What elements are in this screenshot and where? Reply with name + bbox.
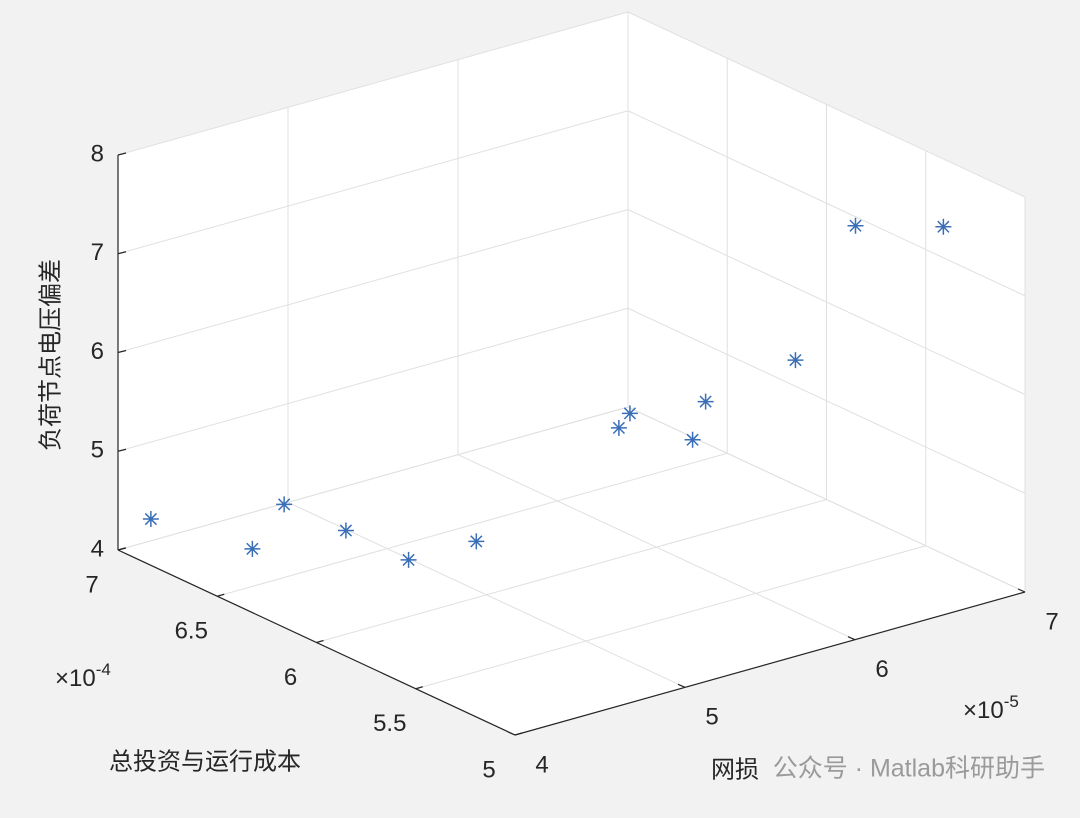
data-point <box>684 431 701 448</box>
y-tick-label: 5 <box>705 704 718 731</box>
x-tick <box>217 593 225 597</box>
x-tick-label: 5 <box>482 756 495 783</box>
exponent-base: ×10 <box>55 665 96 692</box>
z-tick-label: 6 <box>91 338 104 365</box>
y-tick-label: 7 <box>1045 608 1058 635</box>
exponent-power: -4 <box>96 660 111 679</box>
data-point <box>935 218 952 235</box>
data-point <box>337 522 354 539</box>
y-tick <box>677 683 686 688</box>
data-point <box>847 217 864 234</box>
axis-exponent: ×10-5 <box>963 692 1019 724</box>
axis-exponent: ×10-4 <box>55 660 111 692</box>
y-tick <box>507 731 516 736</box>
x-tick-label: 6.5 <box>175 618 208 645</box>
watermark: 公众号 · Matlab科研助手 <box>773 755 1045 783</box>
data-point <box>400 551 417 568</box>
x-tick-label: 6 <box>284 664 297 691</box>
z-axis-label: 负荷节点电压偏差 <box>37 259 64 451</box>
z-tick-label: 8 <box>91 140 104 167</box>
x-tick <box>316 639 324 644</box>
grid-line <box>117 11 629 156</box>
data-point <box>787 352 804 369</box>
data-point <box>697 393 714 410</box>
data-point <box>610 419 627 436</box>
data-point <box>244 540 261 557</box>
z-tick-label: 4 <box>91 535 104 562</box>
y-tick <box>1017 588 1026 593</box>
grid-line <box>415 545 926 690</box>
x-tick <box>514 732 523 736</box>
z-tick <box>117 448 127 452</box>
y-tick <box>847 636 856 641</box>
z-tick-label: 5 <box>91 437 104 464</box>
exponent-power: -5 <box>1004 692 1019 711</box>
data-point <box>142 511 159 528</box>
grid-line <box>117 307 629 452</box>
x-tick <box>415 686 423 690</box>
z-tick <box>117 251 127 255</box>
z-tick <box>117 349 127 354</box>
y-axis-line <box>514 591 1026 736</box>
grid-line <box>217 452 728 597</box>
data-point <box>468 533 485 550</box>
x-tick-label: 7 <box>85 571 98 598</box>
data-point <box>621 405 638 422</box>
z-tick <box>117 152 127 156</box>
grid-line <box>117 209 629 353</box>
x-tick <box>117 547 126 551</box>
x-tick-label: 5.5 <box>373 710 406 737</box>
grid-line <box>117 406 629 551</box>
y-tick-label: 4 <box>535 751 548 778</box>
z-tick-label: 7 <box>91 239 104 266</box>
exponent-base: ×10 <box>963 697 1004 724</box>
y-tick-label: 6 <box>875 656 888 683</box>
y-axis-label: 网损 <box>711 756 759 783</box>
data-point <box>276 496 293 513</box>
grid-line <box>316 499 827 643</box>
x-axis-label: 总投资与运行成本 <box>109 748 301 775</box>
axes-background <box>118 12 1025 735</box>
grid-line <box>117 110 629 255</box>
